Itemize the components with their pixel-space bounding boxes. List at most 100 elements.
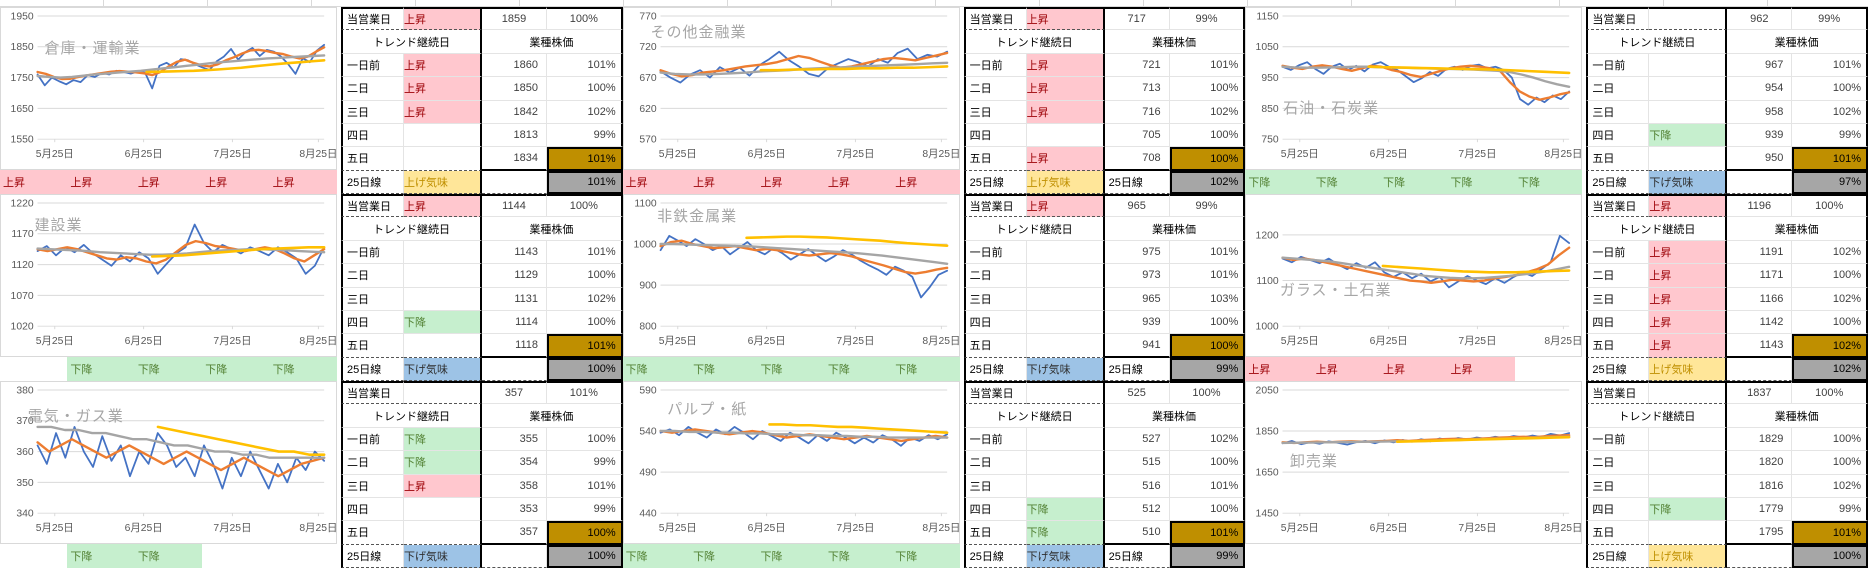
trend-history-cell[interactable] xyxy=(0,544,67,568)
cell-day-price[interactable]: 1166 xyxy=(1727,287,1793,311)
cell-current-day-label[interactable]: 当営業日 xyxy=(341,194,404,218)
cell-day-price-pct[interactable]: 101% xyxy=(547,240,623,265)
cell-day-price-pct[interactable]: 100% xyxy=(1792,264,1868,288)
cell-day-price[interactable]: 1143 xyxy=(1727,334,1793,358)
cell-day-status[interactable]: 上昇 xyxy=(1026,77,1105,101)
cell-current-price-pct[interactable]: 99% xyxy=(1792,7,1868,31)
cell-line25-label[interactable]: 25日線 xyxy=(341,170,404,194)
trend-history-cell[interactable]: 下降 xyxy=(67,544,135,568)
cell-day-price[interactable]: 1142 xyxy=(1727,310,1793,335)
cell-line25-label[interactable]: 25日線 xyxy=(963,544,1027,568)
sector-stock-chart[interactable]: 倉庫・運輸業 1950 1850 1750 1650 1550 5月25日 6月25日 7月2… xyxy=(0,7,337,170)
cell-day-label[interactable]: 一日前 xyxy=(963,427,1027,452)
trend-history-cell[interactable]: 上昇 xyxy=(690,170,758,194)
cell-day-price-pct[interactable]: 101% xyxy=(1792,147,1868,171)
cell-line25-value-label[interactable]: 25日線 xyxy=(1104,357,1170,381)
cell-line25-pct[interactable]: 97% xyxy=(1792,170,1868,194)
cell-day-label[interactable]: 四日 xyxy=(963,310,1027,335)
cell-current-price[interactable]: 1859 xyxy=(482,7,547,31)
cell-current-day-label[interactable]: 当営業日 xyxy=(341,381,404,405)
cell-day-label[interactable]: 五日 xyxy=(1586,147,1650,171)
cell-day-status[interactable] xyxy=(1026,264,1105,288)
cell-day-price-pct[interactable]: 102% xyxy=(547,287,623,311)
cell-day-price-pct[interactable]: 100% xyxy=(1169,77,1246,101)
trend-history-cell[interactable]: 下降 xyxy=(269,357,338,381)
cell-day-price[interactable]: 355 xyxy=(482,427,547,452)
cell-day-status[interactable] xyxy=(1026,123,1105,148)
cell-current-price[interactable]: 1144 xyxy=(482,194,547,218)
cell-day-price-pct[interactable]: 101% xyxy=(1169,264,1246,288)
cell-day-label[interactable]: 五日 xyxy=(341,334,404,358)
trend-history-cell[interactable]: 上昇 xyxy=(1245,357,1313,381)
cell-day-price[interactable]: 1816 xyxy=(1727,474,1793,498)
trend-history-cell[interactable] xyxy=(270,544,337,568)
trend-history-cell[interactable]: 上昇 xyxy=(1312,357,1381,381)
cell-day-price[interactable]: 515 xyxy=(1104,451,1170,475)
trend-history-cell[interactable] xyxy=(1448,544,1515,568)
cell-current-price-pct[interactable]: 100% xyxy=(1169,381,1246,405)
cell-day-price-pct[interactable]: 99% xyxy=(547,123,623,148)
cell-day-price-pct[interactable]: 102% xyxy=(1792,240,1868,265)
cell-day-status[interactable] xyxy=(1649,474,1728,498)
cell-day-price-pct[interactable]: 100% xyxy=(1169,334,1246,358)
cell-day-price-pct[interactable]: 100% xyxy=(547,427,623,452)
cell-day-status[interactable]: 上昇 xyxy=(404,77,482,101)
cell-current-day-status[interactable]: 上昇 xyxy=(1026,7,1105,31)
cell-day-status[interactable] xyxy=(1026,451,1105,475)
cell-day-price-pct[interactable]: 102% xyxy=(1169,427,1246,452)
cell-day-label[interactable]: 三日 xyxy=(963,287,1027,311)
cell-day-status[interactable] xyxy=(1026,287,1105,311)
trend-history-cell[interactable] xyxy=(1515,544,1582,568)
cell-day-label[interactable]: 四日 xyxy=(341,310,404,335)
sector-stock-chart[interactable]: 非鉄金属業 1100 1000 900 800 5月25日 6月25日 7月25日 8月25日 xyxy=(622,194,960,357)
cell-line25-label[interactable]: 25日線 xyxy=(1586,357,1650,381)
cell-line25-pct[interactable]: 100% xyxy=(547,544,623,568)
trend-history-cell[interactable]: 下降 xyxy=(757,544,825,568)
cell-line25-status[interactable]: 上げ気味 xyxy=(404,170,482,194)
cell-day-price-pct[interactable]: 100% xyxy=(547,310,623,335)
cell-day-price[interactable]: 1118 xyxy=(482,334,547,358)
cell-day-label[interactable]: 二日 xyxy=(963,77,1027,101)
cell-day-status[interactable] xyxy=(1649,521,1728,545)
cell-day-label[interactable]: 三日 xyxy=(341,474,404,498)
cell-day-price[interactable]: 708 xyxy=(1104,147,1170,171)
cell-day-label[interactable]: 二日 xyxy=(1586,264,1650,288)
cell-current-day-status[interactable] xyxy=(404,381,482,405)
trend-history-cell[interactable]: 下降 xyxy=(622,357,691,381)
cell-day-label[interactable]: 二日 xyxy=(963,451,1027,475)
trend-history-cell[interactable]: 下降 xyxy=(202,357,270,381)
trend-history-cell[interactable]: 下降 xyxy=(1245,170,1313,194)
cell-day-status[interactable] xyxy=(1026,310,1105,335)
cell-day-price-pct[interactable]: 100% xyxy=(547,521,623,545)
cell-day-price[interactable]: 1820 xyxy=(1727,451,1793,475)
cell-day-price[interactable]: 1779 xyxy=(1727,497,1793,522)
cell-current-price[interactable]: 717 xyxy=(1104,7,1170,31)
trend-history-cell[interactable]: 上昇 xyxy=(67,170,135,194)
cell-day-price-pct[interactable]: 102% xyxy=(1792,334,1868,358)
sector-stock-chart[interactable]: ガラス・土石業 1200 1100 1000 5月25日 6月25日 7月25日 8月25日 xyxy=(1245,194,1583,357)
cell-day-price[interactable]: 1171 xyxy=(1727,264,1793,288)
cell-day-price-pct[interactable]: 99% xyxy=(1792,497,1868,522)
cell-day-price[interactable]: 1813 xyxy=(482,123,547,148)
cell-day-price[interactable]: 973 xyxy=(1104,264,1170,288)
cell-day-price-pct[interactable]: 99% xyxy=(547,451,623,475)
cell-current-price[interactable]: 1196 xyxy=(1727,194,1793,218)
trend-history-cell[interactable]: 上昇 xyxy=(1380,357,1448,381)
cell-day-status[interactable] xyxy=(404,287,482,311)
cell-day-price[interactable]: 516 xyxy=(1104,474,1170,498)
cell-day-price[interactable]: 1131 xyxy=(482,287,547,311)
cell-day-label[interactable]: 一日前 xyxy=(1586,240,1650,265)
cell-day-label[interactable]: 一日前 xyxy=(963,53,1027,78)
cell-line25-value-label[interactable] xyxy=(1727,544,1793,568)
cell-line25-value-label[interactable] xyxy=(482,170,547,194)
cell-day-price-pct[interactable]: 101% xyxy=(547,334,623,358)
cell-day-label[interactable]: 三日 xyxy=(1586,474,1650,498)
cell-line25-status[interactable]: 上げ気味 xyxy=(1649,357,1728,381)
cell-line25-label[interactable]: 25日線 xyxy=(963,357,1027,381)
cell-current-price[interactable]: 965 xyxy=(1104,194,1170,218)
cell-day-status[interactable] xyxy=(1026,240,1105,265)
cell-day-price[interactable]: 941 xyxy=(1104,334,1170,358)
cell-line25-pct[interactable]: 99% xyxy=(1169,357,1246,381)
cell-day-price-pct[interactable]: 100% xyxy=(1792,427,1868,452)
cell-day-price-pct[interactable]: 101% xyxy=(547,474,623,498)
